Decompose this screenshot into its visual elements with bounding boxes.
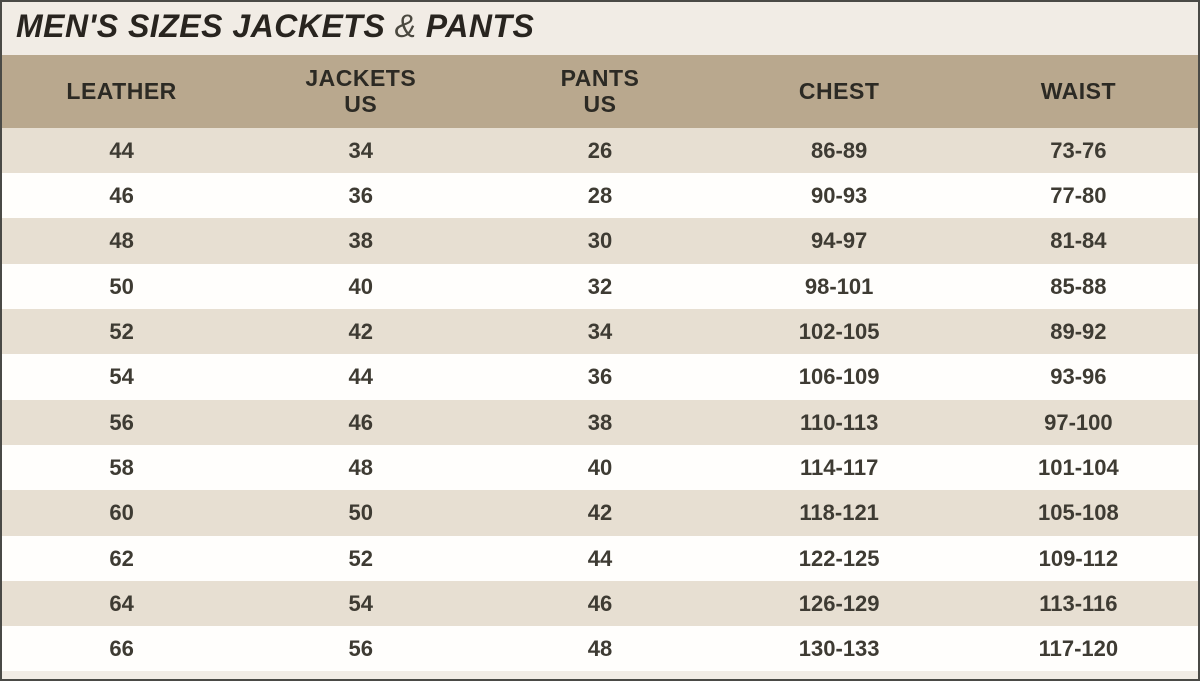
cell-pants_us: 36: [480, 354, 719, 399]
table-row: 605042118-121105-108: [2, 490, 1198, 535]
title-part2: PANTS: [426, 8, 535, 44]
cell-waist: 85-88: [959, 264, 1198, 309]
cell-leather: 64: [2, 581, 241, 626]
col-header-jackets-us: JACKETSUS: [241, 55, 480, 128]
cell-leather: 50: [2, 264, 241, 309]
cell-waist: 89-92: [959, 309, 1198, 354]
cell-pants_us: 28: [480, 173, 719, 218]
table-row: 645446126-129113-116: [2, 581, 1198, 626]
cell-jackets_us: 42: [241, 309, 480, 354]
cell-pants_us: 32: [480, 264, 719, 309]
cell-waist: 105-108: [959, 490, 1198, 535]
table-row: 625244122-125109-112: [2, 536, 1198, 581]
cell-jackets_us: 56: [241, 626, 480, 671]
cell-leather: 60: [2, 490, 241, 535]
cell-chest: 86-89: [720, 128, 959, 173]
cell-chest: 94-97: [720, 218, 959, 263]
cell-leather: 44: [2, 128, 241, 173]
cell-jackets_us: 36: [241, 173, 480, 218]
col-header-pants-us: PANTSUS: [480, 55, 719, 128]
cell-leather: 56: [2, 400, 241, 445]
table-row: 48383094-9781-84: [2, 218, 1198, 263]
cell-chest: 102-105: [720, 309, 959, 354]
cell-pants_us: 44: [480, 536, 719, 581]
cell-waist: 77-80: [959, 173, 1198, 218]
cell-chest: 114-117: [720, 445, 959, 490]
cell-chest: 126-129: [720, 581, 959, 626]
title-bar: MEN'S SIZES JACKETS & PANTS: [2, 2, 1198, 55]
table-row: 524234102-10589-92: [2, 309, 1198, 354]
header-row: LEATHER JACKETSUS PANTSUS CHEST WAIST: [2, 55, 1198, 128]
cell-leather: 46: [2, 173, 241, 218]
table-row: 665648130-133117-120: [2, 626, 1198, 671]
col-header-waist: WAIST: [959, 55, 1198, 128]
cell-waist: 81-84: [959, 218, 1198, 263]
cell-pants_us: 42: [480, 490, 719, 535]
cell-pants_us: 48: [480, 626, 719, 671]
cell-leather: 58: [2, 445, 241, 490]
cell-pants_us: 34: [480, 309, 719, 354]
title-ampersand: &: [395, 8, 417, 44]
cell-jackets_us: 54: [241, 581, 480, 626]
cell-waist: 97-100: [959, 400, 1198, 445]
cell-waist: 93-96: [959, 354, 1198, 399]
cell-jackets_us: 34: [241, 128, 480, 173]
table-row: 46362890-9377-80: [2, 173, 1198, 218]
cell-jackets_us: 38: [241, 218, 480, 263]
size-table-body: 44342686-8973-7646362890-9377-8048383094…: [2, 128, 1198, 672]
cell-pants_us: 26: [480, 128, 719, 173]
cell-leather: 48: [2, 218, 241, 263]
cell-jackets_us: 40: [241, 264, 480, 309]
cell-waist: 113-116: [959, 581, 1198, 626]
cell-jackets_us: 50: [241, 490, 480, 535]
cell-jackets_us: 44: [241, 354, 480, 399]
cell-pants_us: 38: [480, 400, 719, 445]
cell-chest: 106-109: [720, 354, 959, 399]
col-header-leather: LEATHER: [2, 55, 241, 128]
table-row: 584840114-117101-104: [2, 445, 1198, 490]
cell-waist: 73-76: [959, 128, 1198, 173]
table-row: 44342686-8973-76: [2, 128, 1198, 173]
table-row: 564638110-11397-100: [2, 400, 1198, 445]
cell-leather: 62: [2, 536, 241, 581]
cell-chest: 122-125: [720, 536, 959, 581]
cell-waist: 117-120: [959, 626, 1198, 671]
cell-leather: 54: [2, 354, 241, 399]
cell-chest: 130-133: [720, 626, 959, 671]
cell-chest: 98-101: [720, 264, 959, 309]
cell-leather: 66: [2, 626, 241, 671]
table-row: 50403298-10185-88: [2, 264, 1198, 309]
size-table-head: LEATHER JACKETSUS PANTSUS CHEST WAIST: [2, 55, 1198, 128]
title-part1: MEN'S SIZES JACKETS: [16, 8, 385, 44]
size-table: LEATHER JACKETSUS PANTSUS CHEST WAIST 44…: [2, 55, 1198, 671]
cell-leather: 52: [2, 309, 241, 354]
cell-chest: 110-113: [720, 400, 959, 445]
cell-pants_us: 40: [480, 445, 719, 490]
cell-chest: 90-93: [720, 173, 959, 218]
cell-pants_us: 30: [480, 218, 719, 263]
col-header-chest: CHEST: [720, 55, 959, 128]
table-row: 544436106-10993-96: [2, 354, 1198, 399]
cell-waist: 101-104: [959, 445, 1198, 490]
cell-jackets_us: 48: [241, 445, 480, 490]
cell-jackets_us: 46: [241, 400, 480, 445]
cell-waist: 109-112: [959, 536, 1198, 581]
cell-pants_us: 46: [480, 581, 719, 626]
cell-chest: 118-121: [720, 490, 959, 535]
cell-jackets_us: 52: [241, 536, 480, 581]
